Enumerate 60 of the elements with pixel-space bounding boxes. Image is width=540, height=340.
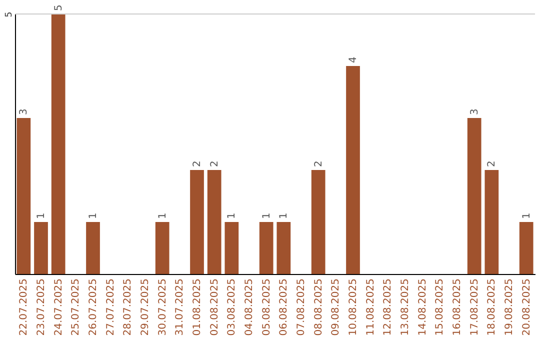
x-tick-label: 02.08.2025 [209, 278, 220, 336]
data-label: 1 [88, 212, 99, 219]
bar [467, 118, 482, 274]
x-tick-label: 01.08.2025 [192, 278, 203, 336]
x-tick-label: 13.08.2025 [400, 278, 411, 336]
x-tick-label: 27.07.2025 [105, 278, 116, 336]
bar [51, 14, 66, 274]
data-label: 4 [348, 56, 359, 63]
bar [155, 222, 170, 274]
x-tick-label: 03.08.2025 [226, 278, 238, 336]
bar [207, 170, 222, 274]
x-tick-label: 16.08.2025 [452, 278, 463, 336]
x-tick-label: 25.07.2025 [70, 278, 82, 336]
x-tick-label: 31.07.2025 [174, 278, 186, 336]
x-tick-label: 14.08.2025 [417, 278, 428, 336]
x-tick-label: 09.08.2025 [330, 278, 342, 336]
bar [86, 222, 100, 274]
x-tick-label: 06.08.2025 [278, 278, 290, 336]
bar [259, 222, 274, 274]
x-tick-label: 19.08.2025 [504, 278, 515, 336]
x-tick-label: 18.08.2025 [486, 278, 498, 336]
x-tick-label: 29.07.2025 [140, 278, 151, 336]
data-label: 3 [469, 108, 480, 115]
x-tick-label: 22.07.2025 [18, 278, 30, 336]
data-label: 1 [226, 212, 238, 219]
data-label: 2 [313, 160, 324, 167]
data-label: 5 [53, 4, 64, 11]
x-tick-label: 05.08.2025 [261, 278, 272, 336]
x-tick-label: 23.07.2025 [36, 278, 47, 336]
x-tick-label: 17.08.2025 [469, 278, 480, 336]
x-tick-label: 07.08.2025 [296, 278, 307, 336]
x-tick-label: 10.08.2025 [348, 278, 359, 336]
data-label: 1 [521, 212, 532, 219]
data-label: 1 [157, 212, 168, 219]
data-label: 2 [486, 160, 498, 167]
data-label: 1 [36, 212, 47, 219]
x-tick-label: 04.08.2025 [244, 278, 255, 336]
x-tick-label: 11.08.2025 [365, 278, 376, 336]
bar [311, 170, 326, 274]
data-label: 2 [209, 160, 220, 167]
data-label: 1 [278, 212, 290, 219]
bar [346, 66, 360, 274]
x-tick-label: 24.07.2025 [53, 278, 64, 336]
x-tick-label: 26.07.2025 [88, 278, 99, 336]
x-tick-label: 30.07.2025 [157, 278, 168, 336]
data-label: 3 [18, 108, 30, 115]
bar [276, 222, 291, 274]
x-tick-label: 08.08.2025 [313, 278, 324, 336]
data-label: 1 [261, 212, 272, 219]
bar [484, 170, 499, 274]
data-label: 2 [192, 160, 203, 167]
x-tick-label: 15.08.2025 [434, 278, 446, 336]
bar [224, 222, 239, 274]
bar [190, 170, 204, 274]
bar [519, 222, 534, 274]
x-tick-label: 28.07.2025 [122, 278, 134, 336]
x-tick-label: 12.08.2025 [382, 278, 394, 336]
x-tick-label: 20.08.2025 [521, 278, 532, 336]
bar [34, 222, 48, 274]
bar [16, 118, 31, 274]
